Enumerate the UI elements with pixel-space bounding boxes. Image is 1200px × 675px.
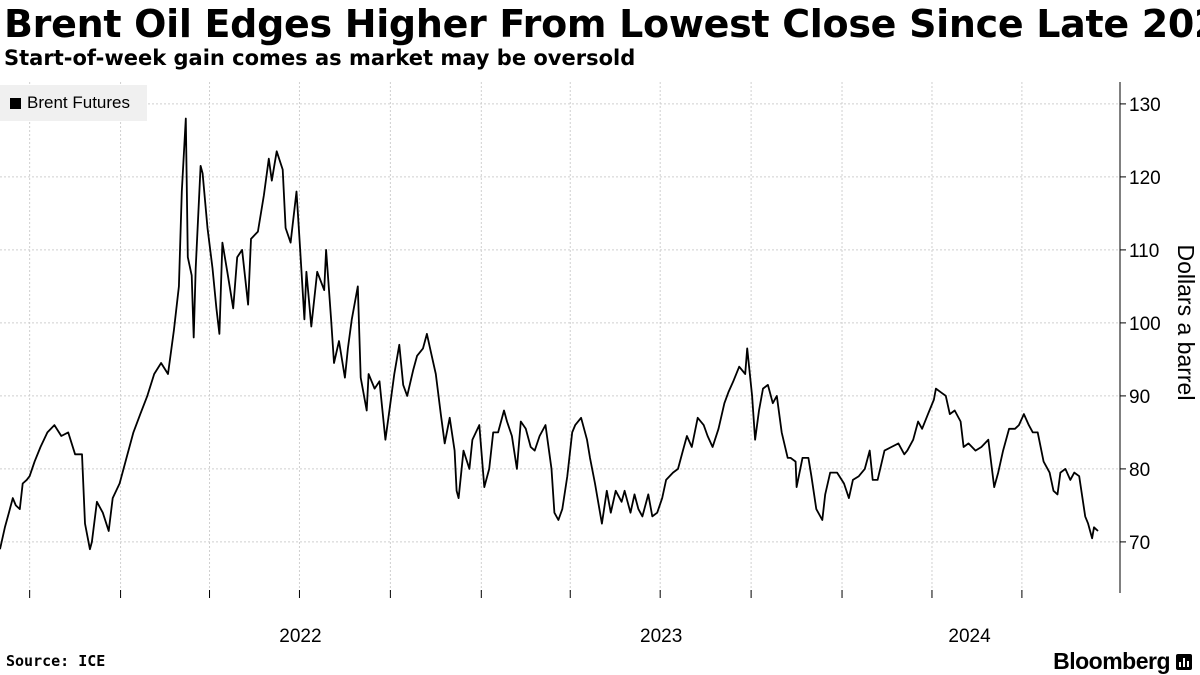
source-note: Source: ICE <box>6 652 106 670</box>
y-tick-label: 130 <box>1129 95 1161 116</box>
x-tick-label: 2023 <box>640 626 682 647</box>
x-tick-label: 2024 <box>948 626 991 647</box>
y-tick-label: 90 <box>1129 387 1150 408</box>
brand-name: Bloomberg <box>1053 648 1170 674</box>
y-tick-label: 70 <box>1129 533 1150 554</box>
chart-title: Brent Oil Edges Higher From Lowest Close… <box>4 2 1200 46</box>
bloomberg-terminal-icon <box>1176 653 1192 670</box>
y-tick-label: 110 <box>1129 241 1159 262</box>
x-tick-label: 2022 <box>279 626 321 647</box>
series-line-brent-futures <box>0 117 1099 551</box>
y-tick-label: 80 <box>1129 460 1150 481</box>
legend-swatch <box>10 97 21 109</box>
chart-subtitle: Start-of-week gain comes as market may b… <box>4 46 636 70</box>
y-tick-label: 120 <box>1129 168 1161 189</box>
y-tick-label: 100 <box>1129 314 1161 335</box>
legend-label: Brent Futures <box>27 93 130 112</box>
brand-logo: Bloomberg <box>1053 648 1192 675</box>
y-axis-title: Dollars a barrel <box>1173 245 1199 401</box>
chart-legend: Brent Futures <box>0 85 147 121</box>
